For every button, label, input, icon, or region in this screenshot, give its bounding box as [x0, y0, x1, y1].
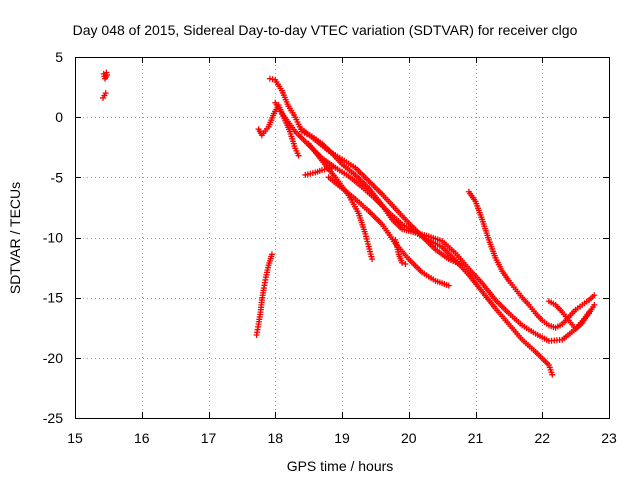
y-tick-label: -25: [43, 410, 63, 426]
data-point: [585, 309, 592, 316]
x-tick-label: 23: [601, 430, 617, 446]
data-point: [399, 259, 406, 266]
series-arc-h: [325, 174, 452, 289]
series-arc-k: [465, 188, 598, 331]
data-point: [328, 164, 335, 171]
y-tick-label: 5: [55, 49, 63, 65]
data-point: [549, 371, 556, 378]
data-point: [445, 282, 452, 289]
data-point: [369, 256, 376, 263]
data-point: [591, 292, 598, 299]
data-point: [103, 69, 110, 76]
grid: [75, 57, 609, 418]
data-point: [459, 262, 466, 269]
x-tick-label: 22: [534, 430, 550, 446]
data-point: [268, 251, 275, 258]
data-point: [295, 152, 302, 159]
y-tick-label: -10: [43, 230, 63, 246]
x-tick-label: 19: [334, 430, 350, 446]
data-markers: [100, 69, 598, 378]
series-arc-a2: [100, 90, 109, 101]
series-arc-f: [298, 126, 466, 269]
y-tick-label: -20: [43, 350, 63, 366]
x-tick-label: 18: [267, 430, 283, 446]
x-tick-label: 21: [468, 430, 484, 446]
data-point: [591, 301, 598, 308]
y-tick-label: -5: [51, 169, 64, 185]
data-point: [102, 90, 109, 97]
y-tick-label: 0: [55, 109, 63, 125]
series-arc-i: [302, 164, 335, 178]
x-tick-label: 16: [134, 430, 150, 446]
x-tick-label: 17: [201, 430, 217, 446]
chart-title: Day 048 of 2015, Sidereal Day-to-day VTE…: [73, 22, 578, 38]
series-arc-b: [253, 251, 275, 338]
x-tick-label: 20: [401, 430, 417, 446]
y-tick-label: -15: [43, 290, 63, 306]
series-arc-a1: [100, 69, 111, 82]
series-arc-j: [392, 236, 409, 267]
y-axis-label: SDTVAR / TECUs: [7, 182, 23, 294]
series-arc-d: [266, 75, 598, 344]
series-arc-l: [545, 298, 592, 332]
axis-ticks: 15 16 17 18 19 20 21 22 23 -25 -20 -15 -10 -5 0 5: [43, 49, 617, 446]
x-tick-label: 15: [67, 430, 83, 446]
x-axis-label: GPS time / hours: [287, 458, 394, 474]
data-point: [402, 260, 409, 267]
